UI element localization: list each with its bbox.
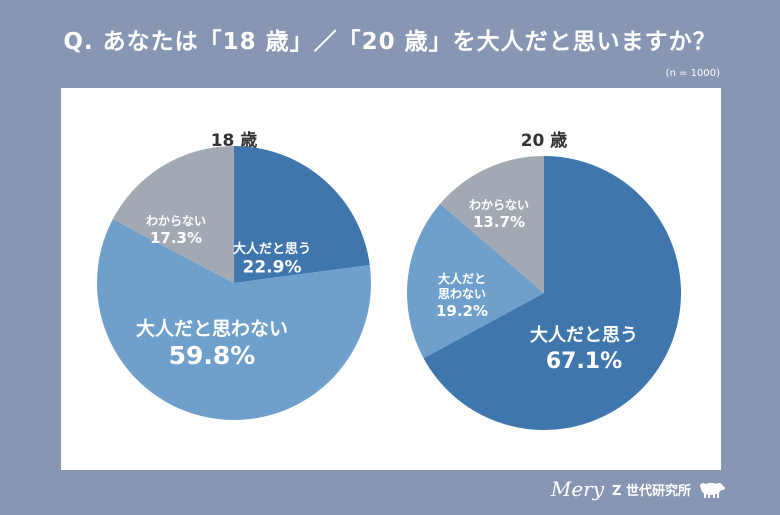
slice-label: 大人だと	[438, 271, 486, 286]
slice-value: 19.2%	[436, 302, 488, 320]
chart-panel: 18 歳大人だと思う 22.9% 大人だと思わない 59.8% わからない 17.3% 20…	[61, 88, 721, 470]
slice-value: 59.8%	[169, 341, 256, 370]
brand-footer: Mery Z 世代研究所	[551, 477, 725, 501]
slice-label: わからない	[469, 198, 529, 212]
slice-label: 思わない	[438, 287, 486, 301]
slice-value: 17.3%	[150, 229, 202, 247]
slice-label: 大人だと思う	[233, 241, 311, 257]
slice-value: 67.1%	[546, 349, 622, 374]
pie-slice	[423, 156, 681, 430]
pie-slice	[234, 146, 370, 283]
pie-title: 18 歳	[211, 130, 258, 151]
sample-size-note: (n = 1000)	[665, 68, 720, 79]
brand-name: Z 世代研究所	[612, 483, 691, 499]
slice-value: 22.9%	[243, 258, 302, 278]
slice-value: 13.7%	[473, 213, 525, 231]
slice-label: 大人だと思わない	[136, 317, 288, 340]
brand-script-logo: Mery	[550, 477, 605, 501]
slice-label: 大人だと思う	[530, 324, 638, 346]
pie-slice	[407, 203, 544, 359]
pie-title: 20 歳	[521, 130, 568, 151]
slice-label: わからない	[146, 214, 206, 228]
sheep-icon	[700, 483, 725, 498]
question-title: Q. あなたは「18 歳」／「20 歳」を大人だと思いますか？	[63, 29, 717, 55]
pie-slice	[440, 156, 544, 293]
pie-slice	[96, 219, 371, 421]
pie-charts-svg: 18 歳大人だと思う22.9%大人だと思わない59.8%わからない17.3%20…	[96, 130, 681, 430]
pie-slice	[112, 146, 234, 283]
